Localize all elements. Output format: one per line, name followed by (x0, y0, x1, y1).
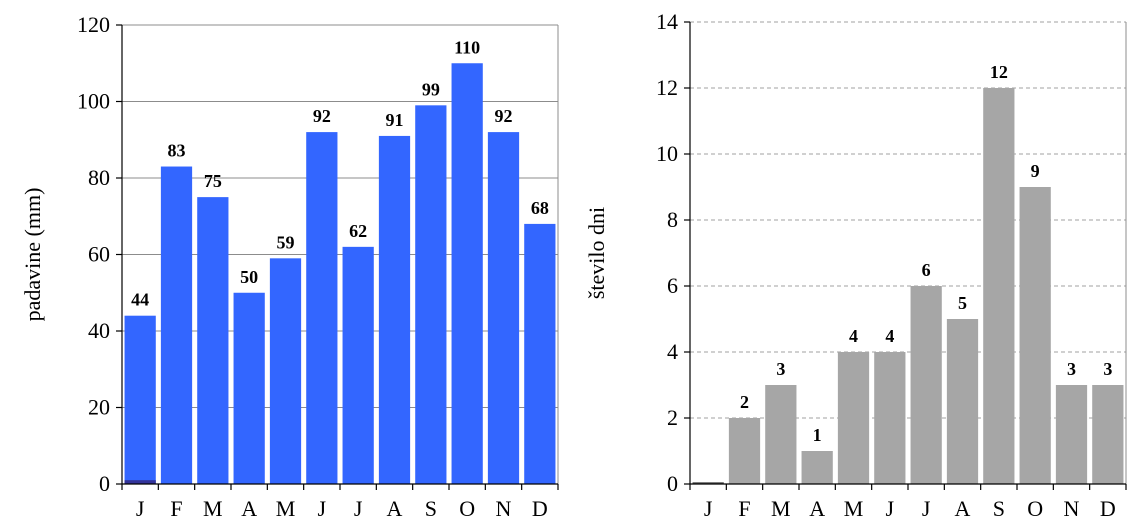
y-axis-title: število dni (584, 207, 609, 299)
data-label: 75 (204, 171, 222, 191)
bar (837, 352, 870, 484)
data-label: 4 (885, 326, 894, 346)
x-tick-label: D (1100, 496, 1116, 521)
x-tick-label: J (136, 496, 145, 521)
y-tick-label: 8 (667, 207, 678, 232)
bar (1092, 385, 1124, 484)
bar (874, 352, 906, 484)
x-tick-label: F (170, 496, 182, 521)
x-tick-label: S (993, 496, 1005, 521)
x-tick-label: M (203, 496, 223, 521)
bar (160, 166, 193, 484)
data-label: 2 (740, 392, 749, 412)
data-label: 9 (1031, 161, 1040, 181)
y-tick-label: 60 (88, 242, 110, 267)
y-tick-label: 10 (656, 141, 678, 166)
data-label: 83 (168, 141, 186, 161)
x-tick-label: D (532, 496, 548, 521)
y-tick-label: 14 (656, 9, 678, 34)
data-label: 3 (1067, 359, 1076, 379)
y-tick-label: 0 (99, 471, 110, 496)
y-tick-label: 100 (77, 89, 110, 114)
bar (269, 258, 302, 484)
y-tick-label: 120 (77, 12, 110, 37)
x-tick-label: O (1027, 496, 1043, 521)
y-tick-label: 0 (667, 471, 678, 496)
data-label: 110 (454, 37, 480, 57)
bar (983, 88, 1015, 484)
x-tick-label: M (844, 496, 864, 521)
y-axis-title: padavine (mm) (20, 188, 45, 322)
data-label: 4 (849, 326, 858, 346)
bar (801, 451, 833, 484)
data-label: 99 (422, 79, 440, 99)
x-tick-label: M (276, 496, 296, 521)
x-tick-label: J (922, 496, 931, 521)
bar (728, 418, 761, 484)
bar (233, 292, 265, 484)
data-label: 5 (958, 293, 967, 313)
y-tick-label: 80 (88, 165, 110, 190)
data-label: 1 (813, 425, 822, 445)
x-tick-label: A (241, 496, 257, 521)
data-label: 59 (277, 232, 295, 252)
x-tick-label: M (771, 496, 791, 521)
data-label: 68 (531, 198, 549, 218)
x-tick-label: A (955, 496, 971, 521)
bar (487, 132, 520, 484)
y-tick-label: 2 (667, 405, 678, 430)
x-tick-label: J (704, 496, 713, 521)
secondary-bar (124, 480, 156, 484)
data-label: 62 (349, 221, 367, 241)
bar (910, 286, 942, 484)
bar (378, 135, 411, 485)
data-label: 3 (1103, 359, 1112, 379)
bar (1055, 385, 1088, 484)
data-label: 92 (313, 106, 331, 126)
data-label: 12 (990, 62, 1008, 82)
bar (306, 132, 338, 484)
bar (197, 197, 229, 484)
bar (765, 385, 797, 484)
x-tick-label: J (318, 496, 327, 521)
bar (946, 319, 979, 484)
bar (524, 223, 556, 484)
bar (415, 105, 447, 484)
x-tick-label: O (459, 496, 475, 521)
y-tick-label: 4 (667, 339, 678, 364)
bar (124, 315, 156, 484)
x-tick-label: S (425, 496, 437, 521)
data-label: 91 (386, 110, 404, 130)
bar (1019, 187, 1051, 484)
x-tick-label: N (496, 496, 512, 521)
data-label: 92 (495, 106, 513, 126)
x-tick-label: J (354, 496, 363, 521)
bar (342, 246, 374, 484)
data-label: 50 (240, 267, 258, 287)
x-tick-label: A (387, 496, 403, 521)
data-label: 3 (776, 359, 785, 379)
x-tick-label: A (809, 496, 825, 521)
data-label: 6 (922, 260, 931, 280)
data-label: 44 (131, 290, 149, 310)
x-tick-label: J (886, 496, 895, 521)
y-tick-label: 6 (667, 273, 678, 298)
bar (451, 63, 483, 484)
x-tick-label: F (738, 496, 750, 521)
precipitation-chart: 44 83 75 50 59 92 62 91 99 110 92 68 0 20 40 60 80 100 120… (20, 12, 559, 521)
y-tick-label: 40 (88, 318, 110, 343)
x-tick-label: N (1064, 496, 1080, 521)
y-tick-label: 20 (88, 395, 110, 420)
y-tick-label: 12 (656, 75, 678, 100)
